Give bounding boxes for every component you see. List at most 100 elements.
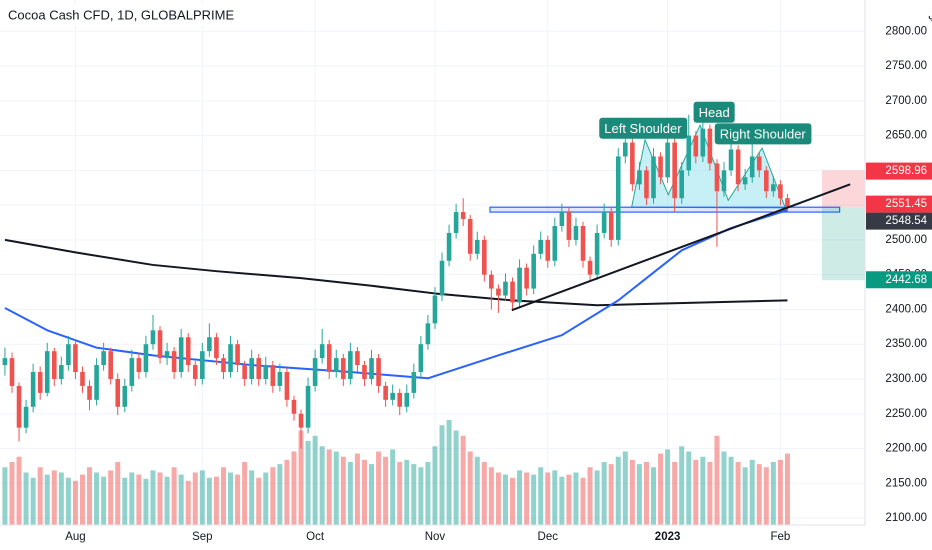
volume-bar <box>37 467 43 525</box>
candle-body <box>178 337 184 373</box>
volume-bar <box>115 462 121 525</box>
candle-body <box>298 413 304 428</box>
x-tick-label: Feb <box>770 531 790 543</box>
annotation: Right Shoulder <box>714 123 812 145</box>
candle-body <box>637 170 642 185</box>
volume-bar <box>157 472 163 525</box>
volume-bar <box>686 451 692 525</box>
y-tick-label: 2250.00 <box>885 408 927 420</box>
candle-body <box>714 163 720 192</box>
x-tick-label: Nov <box>425 531 446 543</box>
volume-bar <box>707 462 713 525</box>
volume-bar <box>101 476 107 525</box>
candle-body <box>37 372 43 393</box>
volume-bar <box>129 472 135 525</box>
volume-bar <box>263 472 269 525</box>
candle-body <box>66 344 71 366</box>
y-tick-label: 2800.00 <box>885 25 927 37</box>
volume-bar <box>354 453 360 525</box>
candle-body <box>30 372 36 407</box>
candle-body <box>136 358 142 373</box>
volume-bar <box>784 453 790 525</box>
volume-bar <box>559 476 565 525</box>
volume-bar <box>178 474 184 525</box>
candle-body <box>101 351 106 366</box>
volume-bar <box>636 464 642 525</box>
volume-bar <box>425 462 431 525</box>
candle-body <box>348 351 353 379</box>
moving-average <box>4 209 788 380</box>
volume-bar <box>566 474 572 525</box>
volume-bar <box>108 470 114 525</box>
candle-body <box>44 351 50 393</box>
candle-body <box>651 156 656 199</box>
volume-bar <box>30 477 36 525</box>
volume-bar <box>235 474 241 525</box>
volume-bar <box>79 474 85 525</box>
candle-body <box>453 212 459 233</box>
candle-body <box>150 330 156 345</box>
candle-body <box>615 156 621 240</box>
candle-body <box>460 212 466 220</box>
x-tick-label: 2023 <box>655 531 681 543</box>
annotation-label: Right Shoulder <box>720 126 807 141</box>
candle-body <box>474 239 480 254</box>
annotation-label: Left Shoulder <box>604 121 682 136</box>
chart-title: Cocoa Cash CFD, 1D, GLOBALPRIME <box>8 7 234 22</box>
candle-body <box>467 219 473 254</box>
candle-body <box>305 385 311 428</box>
volume-bar <box>340 456 346 525</box>
candle-body <box>644 170 649 199</box>
volume-bar <box>199 470 205 525</box>
candle-body <box>256 358 262 379</box>
volume-bar <box>502 474 508 525</box>
volume-bar <box>495 472 501 525</box>
x-tick-label: Oct <box>306 531 325 543</box>
candle-body <box>425 323 431 345</box>
candle-body <box>80 372 85 386</box>
volume-bar <box>721 451 727 525</box>
volume-bar <box>594 470 600 525</box>
candle-body <box>623 142 628 157</box>
volume-bar <box>242 462 248 525</box>
volume-bar <box>651 467 657 525</box>
volume-bar <box>164 476 170 525</box>
candle-body <box>291 399 297 414</box>
price-label: 2551.45 <box>885 198 927 210</box>
volume-bar <box>524 472 530 525</box>
y-tick-label: 2100.00 <box>885 512 927 524</box>
volume-bar <box>23 472 29 525</box>
volume-bar <box>298 430 304 525</box>
candle-body <box>362 365 367 379</box>
y-tick-label: 2700.00 <box>885 95 927 107</box>
candle-body <box>376 358 381 386</box>
volume-bar <box>763 467 769 525</box>
volume-bar <box>397 462 403 525</box>
candle-body <box>108 351 113 379</box>
y-tick-label: 2350.00 <box>885 338 927 350</box>
candle-body <box>771 184 776 192</box>
volume-bar <box>742 467 748 525</box>
y-tick-label: 2300.00 <box>885 373 927 385</box>
volume-bar <box>16 456 22 525</box>
volume-bar <box>256 477 262 525</box>
volume-bar <box>220 467 226 525</box>
candle-body <box>23 406 29 428</box>
candle-body <box>531 253 536 289</box>
volume-bar <box>467 451 473 525</box>
volume-bar <box>72 480 78 525</box>
volume-bar <box>573 472 579 525</box>
candle-body <box>489 274 494 289</box>
volume-bar <box>510 477 516 525</box>
candle-body <box>686 135 692 171</box>
annotation-box <box>714 123 812 145</box>
candle-body <box>728 149 734 171</box>
price-label-box <box>866 195 932 213</box>
candle-body <box>482 239 487 275</box>
price-label-box <box>866 271 932 289</box>
candle-body <box>270 365 276 386</box>
volume-bar <box>756 464 762 525</box>
volume-bar <box>361 459 367 525</box>
volume-bar <box>277 464 283 525</box>
